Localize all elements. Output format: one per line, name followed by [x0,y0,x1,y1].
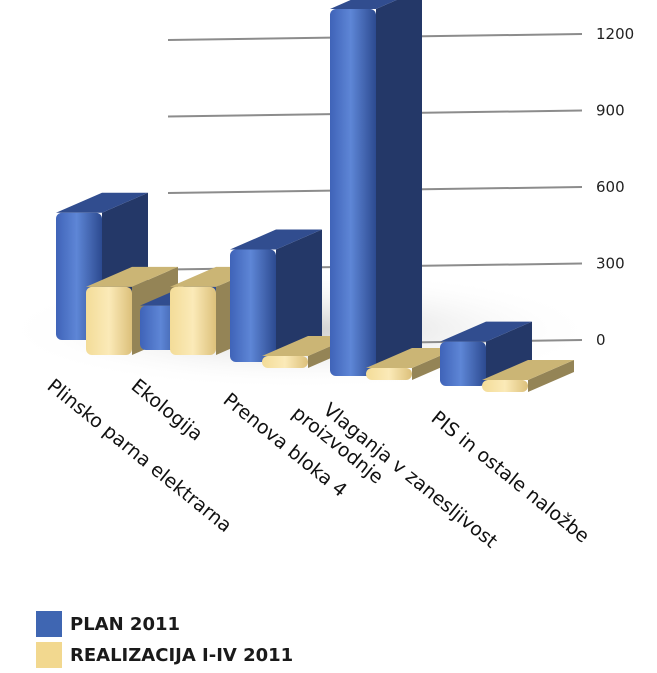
y-tick-0: 0 [596,331,606,349]
y-axis-ticks: 1200 900 600 300 0 [596,25,634,349]
y-tick-300: 300 [596,255,625,273]
y-tick-900: 900 [596,102,625,120]
bar-realizacija-vlaganja-v-zanesljivost-proizvodnje [366,348,458,380]
bar-plan-vlaganja-v-zanesljivost-proizvodnje [330,0,422,377]
y-tick-600: 600 [596,178,625,196]
legend-swatch-plan [36,611,62,637]
legend-item-realizacija: REALIZACIJA I-IV 2011 [36,642,293,668]
legend-item-plan: PLAN 2011 [36,611,293,637]
y-tick-1200: 1200 [596,25,634,43]
bar-realizacija-pis-in-ostale-nalozbe [482,360,574,392]
legend-label-realizacija: REALIZACIJA I-IV 2011 [70,644,294,666]
category-label-pis-in-ostale-nalozbe: PIS in ostale naložbe [427,407,594,548]
bar-plan-prenova-bloka-4 [230,229,322,362]
legend-swatch-realizacija [36,642,62,668]
bars [56,0,574,392]
legend: PLAN 2011 REALIZACIJA I-IV 2011 [36,611,293,673]
legend-label-plan: PLAN 2011 [70,613,181,635]
